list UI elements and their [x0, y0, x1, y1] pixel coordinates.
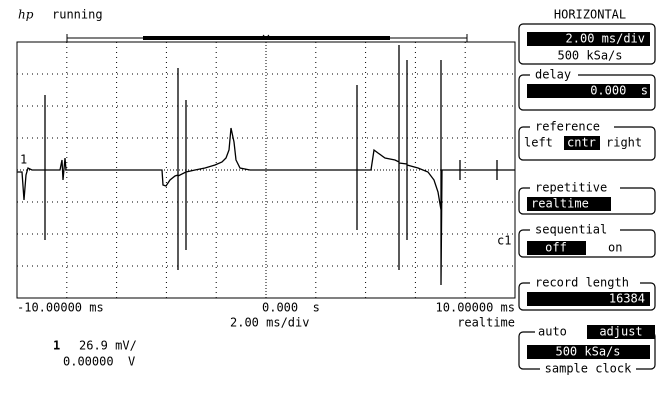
sample-clock-adjust[interactable]: adjust: [599, 325, 642, 339]
channel-offset: 0.00000 V: [63, 355, 135, 369]
channel-number: 1: [53, 339, 60, 353]
sample-clock-label: sample clock: [545, 362, 632, 376]
sequential-label: sequential: [535, 223, 607, 237]
time-scale: 2.00 ms/div: [230, 316, 309, 330]
sample-clock-value[interactable]: 500 kSa/s: [555, 345, 620, 359]
logo: hp: [18, 8, 34, 22]
run-state: running: [52, 8, 103, 22]
sequential-off[interactable]: off: [545, 241, 567, 255]
reference-box[interactable]: reference left cntr right: [518, 120, 656, 161]
waveform: [17, 45, 515, 286]
repetitive-value[interactable]: realtime: [531, 197, 589, 211]
delay-value[interactable]: 0.000 s: [590, 84, 648, 98]
center-time: 0.000 s: [262, 301, 320, 315]
record-length-value[interactable]: 16384: [609, 292, 645, 306]
channel-ground-marker: 1: [20, 153, 27, 167]
sequential-box[interactable]: sequential off on: [518, 223, 656, 258]
acq-mode: realtime: [457, 316, 515, 330]
reference-right[interactable]: right: [606, 136, 642, 150]
repetitive-label: repetitive: [535, 181, 607, 195]
timebase-value[interactable]: 2.00 ms/div: [566, 32, 645, 46]
panel-title: HORIZONTAL: [554, 8, 626, 22]
sample-clock-box[interactable]: auto adjust 500 kSa/s sample clock: [518, 325, 656, 377]
delay-box[interactable]: delay 0.000 s: [518, 68, 656, 111]
marker-label: c1: [497, 234, 511, 248]
reference-label: reference: [535, 120, 600, 134]
delay-label: delay: [535, 68, 571, 82]
right-time: 10.00000 ms: [436, 301, 515, 315]
left-time: -10.00000 ms: [17, 301, 104, 315]
record-length-label: record length: [535, 276, 629, 290]
sample-clock-auto[interactable]: auto: [538, 325, 567, 339]
sample-rate: 500 kSa/s: [557, 49, 622, 63]
record-length-box[interactable]: record length 16384: [518, 276, 656, 311]
repetitive-box[interactable]: repetitive realtime: [518, 181, 656, 215]
timebase-box[interactable]: 2.00 ms/div 500 kSa/s: [518, 23, 656, 65]
memory-bar: [66, 34, 468, 42]
channel-scale: 26.9 mV/: [79, 339, 137, 353]
sequential-on[interactable]: on: [608, 241, 622, 255]
reference-center[interactable]: cntr: [567, 136, 596, 150]
reference-left[interactable]: left: [524, 136, 553, 150]
